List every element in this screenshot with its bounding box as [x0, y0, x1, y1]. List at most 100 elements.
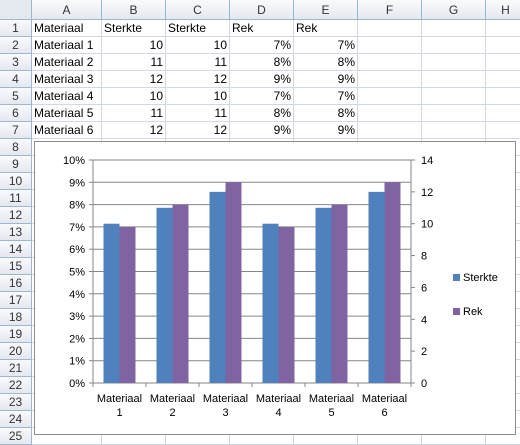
row-header-9[interactable]: 9 — [0, 156, 32, 173]
row-header-3[interactable]: 3 — [0, 54, 32, 71]
column-header-b[interactable]: B — [102, 0, 166, 20]
cell[interactable] — [358, 37, 422, 54]
row-header-2[interactable]: 2 — [0, 37, 32, 54]
cell[interactable] — [422, 105, 486, 122]
data-cell[interactable]: Materiaal 2 — [32, 54, 102, 71]
data-cell[interactable]: 11 — [102, 54, 166, 71]
row-header-7[interactable]: 7 — [0, 122, 32, 139]
cell[interactable] — [358, 88, 422, 105]
header-cell[interactable]: Rek — [230, 20, 294, 37]
bar-sterkte — [209, 191, 226, 383]
cell[interactable] — [358, 122, 422, 139]
data-cell[interactable]: 7% — [230, 88, 294, 105]
data-cell[interactable]: 7% — [294, 37, 358, 54]
data-cell[interactable]: 8% — [230, 105, 294, 122]
cell[interactable] — [486, 71, 520, 88]
data-cell[interactable]: 11 — [102, 105, 166, 122]
data-cell[interactable]: 9% — [294, 71, 358, 88]
data-cell[interactable]: 10 — [102, 88, 166, 105]
data-cell[interactable]: 7% — [230, 37, 294, 54]
legend-swatch-rek — [453, 308, 460, 315]
row-header-8[interactable]: 8 — [0, 139, 32, 156]
select-all-corner[interactable] — [0, 0, 32, 20]
row-header-13[interactable]: 13 — [0, 224, 32, 241]
cell[interactable] — [486, 122, 520, 139]
column-header-d[interactable]: D — [230, 0, 294, 20]
data-cell[interactable]: 12 — [102, 71, 166, 88]
cell[interactable] — [422, 122, 486, 139]
column-header-a[interactable]: A — [32, 0, 102, 20]
row-header-11[interactable]: 11 — [0, 190, 32, 207]
row-header-15[interactable]: 15 — [0, 258, 32, 275]
data-cell[interactable]: 12 — [166, 71, 230, 88]
row-header-5[interactable]: 5 — [0, 88, 32, 105]
row-header-16[interactable]: 16 — [0, 275, 32, 292]
row-header-4[interactable]: 4 — [0, 71, 32, 88]
data-cell[interactable]: 7% — [294, 88, 358, 105]
cell[interactable] — [486, 20, 520, 37]
header-cell[interactable]: Sterkte — [166, 20, 230, 37]
column-header-e[interactable]: E — [294, 0, 358, 20]
row-header-25[interactable]: 25 — [0, 428, 32, 445]
row-header-23[interactable]: 23 — [0, 394, 32, 411]
header-cell[interactable]: Rek — [294, 20, 358, 37]
data-cell[interactable]: 9% — [230, 71, 294, 88]
header-cell[interactable]: Sterkte — [102, 20, 166, 37]
row-header-14[interactable]: 14 — [0, 241, 32, 258]
data-cell[interactable]: Materiaal 3 — [32, 71, 102, 88]
data-cell[interactable]: 8% — [230, 54, 294, 71]
data-cell[interactable]: Materiaal 5 — [32, 105, 102, 122]
cell[interactable] — [422, 37, 486, 54]
cell[interactable] — [422, 20, 486, 37]
data-cell[interactable]: 10 — [166, 37, 230, 54]
cell[interactable] — [486, 54, 520, 71]
cell[interactable] — [358, 71, 422, 88]
x-tick-label: Materiaal — [97, 393, 142, 405]
cell[interactable] — [422, 71, 486, 88]
cell[interactable] — [358, 20, 422, 37]
cell[interactable] — [358, 54, 422, 71]
cell[interactable] — [358, 105, 422, 122]
data-cell[interactable]: 10 — [102, 37, 166, 54]
row-header-1[interactable]: 1 — [0, 20, 32, 37]
bar-sterkte — [103, 223, 120, 383]
row-header-10[interactable]: 10 — [0, 173, 32, 190]
cell[interactable] — [486, 37, 520, 54]
column-header-c[interactable]: C — [166, 0, 230, 20]
column-header-g[interactable]: G — [422, 0, 486, 20]
row-header-20[interactable]: 20 — [0, 343, 32, 360]
row-header-12[interactable]: 12 — [0, 207, 32, 224]
header-cell[interactable]: Materiaal — [32, 20, 102, 37]
y-tick-label: 7% — [69, 222, 85, 234]
data-cell[interactable]: Materiaal 6 — [32, 122, 102, 139]
cell[interactable] — [422, 54, 486, 71]
data-cell[interactable]: Materiaal 4 — [32, 88, 102, 105]
cell[interactable] — [486, 88, 520, 105]
column-header-f[interactable]: F — [358, 0, 422, 20]
data-cell[interactable]: 11 — [166, 54, 230, 71]
data-cell[interactable]: Materiaal 1 — [32, 37, 102, 54]
x-tick-label: Materiaal — [150, 393, 195, 405]
data-cell[interactable]: 9% — [294, 122, 358, 139]
y-tick-label: 9% — [69, 177, 85, 189]
y2-tick-label: 4 — [421, 314, 427, 326]
row-header-19[interactable]: 19 — [0, 326, 32, 343]
chart[interactable]: 0% 1% 2% 3% 4% 5% 6% 7% 8% 9% 10% 0 2 4 6 8 10 12 14 Materi… — [34, 141, 516, 435]
row-header-22[interactable]: 22 — [0, 377, 32, 394]
row-header-24[interactable]: 24 — [0, 411, 32, 428]
legend-swatch-sterkte — [453, 274, 460, 281]
cell[interactable] — [422, 88, 486, 105]
data-cell[interactable]: 8% — [294, 105, 358, 122]
row-header-21[interactable]: 21 — [0, 360, 32, 377]
data-cell[interactable]: 8% — [294, 54, 358, 71]
data-cell[interactable]: 9% — [230, 122, 294, 139]
data-cell[interactable]: 12 — [166, 122, 230, 139]
column-header-h[interactable]: H — [486, 0, 520, 20]
data-cell[interactable]: 12 — [102, 122, 166, 139]
row-header-18[interactable]: 18 — [0, 309, 32, 326]
row-header-17[interactable]: 17 — [0, 292, 32, 309]
data-cell[interactable]: 10 — [166, 88, 230, 105]
cell[interactable] — [486, 105, 520, 122]
data-cell[interactable]: 11 — [166, 105, 230, 122]
row-header-6[interactable]: 6 — [0, 105, 32, 122]
